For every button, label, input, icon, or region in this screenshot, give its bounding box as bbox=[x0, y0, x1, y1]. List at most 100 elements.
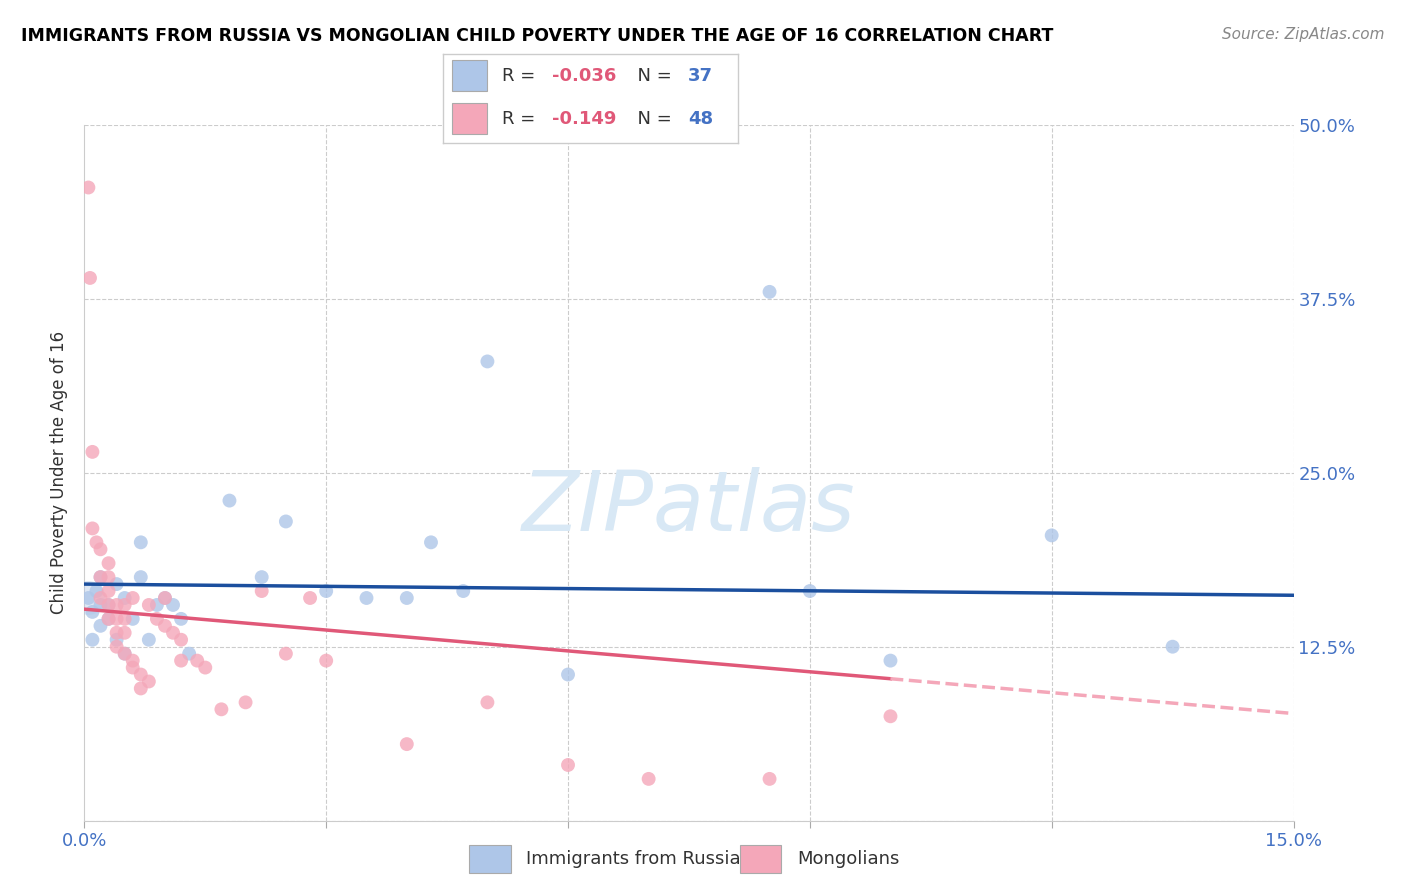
Point bbox=[194, 660, 217, 674]
Text: Mongolians: Mongolians bbox=[797, 849, 900, 868]
Point bbox=[97, 570, 120, 584]
Point bbox=[799, 584, 821, 599]
Point bbox=[105, 625, 128, 640]
Point bbox=[105, 640, 128, 654]
Point bbox=[82, 445, 104, 459]
Y-axis label: Child Poverty Under the Age of 16: Child Poverty Under the Age of 16 bbox=[51, 331, 69, 615]
Text: -0.149: -0.149 bbox=[553, 110, 616, 128]
Text: R =: R = bbox=[502, 110, 541, 128]
Point bbox=[129, 570, 152, 584]
Point bbox=[179, 647, 201, 661]
Point bbox=[114, 612, 136, 626]
Point bbox=[89, 570, 111, 584]
Point bbox=[77, 591, 100, 605]
Point bbox=[315, 654, 337, 668]
Point bbox=[218, 493, 240, 508]
Bar bbox=[740, 845, 782, 872]
Point bbox=[114, 591, 136, 605]
Text: 37: 37 bbox=[688, 67, 713, 85]
Point bbox=[121, 654, 143, 668]
Point bbox=[89, 570, 111, 584]
Point bbox=[170, 654, 193, 668]
Point bbox=[89, 591, 111, 605]
Bar bbox=[451, 103, 486, 134]
Point bbox=[146, 612, 169, 626]
Point bbox=[557, 758, 579, 772]
Point bbox=[129, 681, 152, 696]
Point bbox=[89, 598, 111, 612]
Point bbox=[89, 542, 111, 557]
Point bbox=[138, 674, 160, 689]
Point bbox=[138, 598, 160, 612]
Point bbox=[557, 667, 579, 681]
Point bbox=[79, 271, 101, 285]
Point bbox=[162, 625, 184, 640]
Point bbox=[114, 625, 136, 640]
Point bbox=[451, 584, 474, 599]
Point bbox=[153, 619, 176, 633]
Bar bbox=[470, 845, 510, 872]
Text: Source: ZipAtlas.com: Source: ZipAtlas.com bbox=[1222, 27, 1385, 42]
Point bbox=[114, 598, 136, 612]
Point bbox=[89, 619, 111, 633]
Point bbox=[395, 737, 418, 751]
Point bbox=[129, 535, 152, 549]
Point bbox=[315, 584, 337, 599]
Point bbox=[138, 632, 160, 647]
Point bbox=[879, 654, 901, 668]
Point bbox=[86, 584, 108, 599]
Point bbox=[420, 535, 443, 549]
Text: 48: 48 bbox=[688, 110, 713, 128]
Text: N =: N = bbox=[626, 110, 678, 128]
Point bbox=[82, 632, 104, 647]
Point bbox=[86, 535, 108, 549]
Point bbox=[153, 591, 176, 605]
Point bbox=[129, 667, 152, 681]
Text: IMMIGRANTS FROM RUSSIA VS MONGOLIAN CHILD POVERTY UNDER THE AGE OF 16 CORRELATIO: IMMIGRANTS FROM RUSSIA VS MONGOLIAN CHIL… bbox=[21, 27, 1053, 45]
Point bbox=[97, 584, 120, 599]
Point bbox=[1161, 640, 1184, 654]
Point bbox=[82, 605, 104, 619]
Point bbox=[1040, 528, 1063, 542]
Point bbox=[97, 598, 120, 612]
Point bbox=[170, 612, 193, 626]
Point bbox=[121, 591, 143, 605]
Text: R =: R = bbox=[502, 67, 541, 85]
Point bbox=[114, 647, 136, 661]
Point bbox=[162, 598, 184, 612]
Point bbox=[477, 354, 499, 368]
Point bbox=[77, 180, 100, 194]
Point bbox=[121, 612, 143, 626]
Point bbox=[395, 591, 418, 605]
Point bbox=[170, 632, 193, 647]
Point bbox=[114, 647, 136, 661]
Point bbox=[637, 772, 659, 786]
Text: ZIPatlas: ZIPatlas bbox=[522, 467, 856, 548]
Point bbox=[274, 647, 297, 661]
Point bbox=[105, 612, 128, 626]
Point bbox=[121, 660, 143, 674]
Point bbox=[879, 709, 901, 723]
Point bbox=[146, 598, 169, 612]
Point bbox=[477, 695, 499, 709]
Point bbox=[250, 570, 273, 584]
Point bbox=[250, 584, 273, 599]
Point bbox=[235, 695, 257, 709]
Bar bbox=[451, 60, 486, 91]
Text: Immigrants from Russia: Immigrants from Russia bbox=[526, 849, 741, 868]
Point bbox=[105, 632, 128, 647]
Point bbox=[758, 285, 780, 299]
Point bbox=[274, 515, 297, 529]
Point bbox=[105, 598, 128, 612]
Point bbox=[186, 654, 208, 668]
Point bbox=[97, 612, 120, 626]
Text: -0.036: -0.036 bbox=[553, 67, 616, 85]
Point bbox=[82, 521, 104, 535]
Point bbox=[758, 772, 780, 786]
Point bbox=[209, 702, 232, 716]
Point bbox=[356, 591, 378, 605]
Point bbox=[97, 556, 120, 570]
Point bbox=[97, 612, 120, 626]
Point bbox=[105, 577, 128, 591]
Point bbox=[97, 598, 120, 612]
